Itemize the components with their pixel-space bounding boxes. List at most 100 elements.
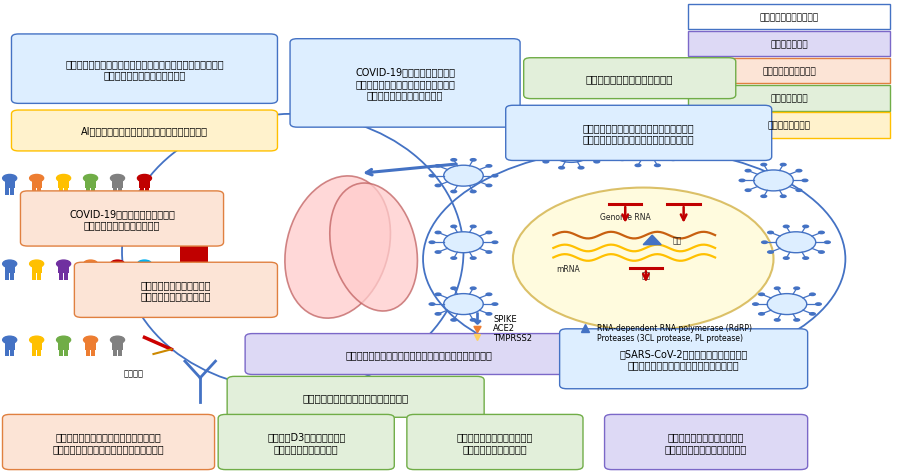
Circle shape [470, 159, 477, 162]
Circle shape [676, 149, 683, 152]
Text: 翻訳: 翻訳 [642, 270, 651, 279]
FancyBboxPatch shape [688, 32, 890, 57]
Circle shape [470, 257, 477, 260]
Circle shape [84, 175, 97, 182]
Circle shape [776, 232, 815, 253]
FancyBboxPatch shape [37, 274, 41, 280]
Circle shape [753, 170, 793, 191]
Circle shape [428, 174, 436, 178]
Circle shape [444, 166, 483, 187]
Circle shape [653, 132, 661, 136]
Circle shape [111, 337, 124, 344]
Circle shape [779, 195, 787, 199]
Circle shape [760, 195, 768, 199]
Ellipse shape [285, 177, 391, 318]
Circle shape [758, 293, 765, 297]
Circle shape [485, 312, 492, 316]
FancyBboxPatch shape [560, 329, 807, 389]
Circle shape [450, 159, 457, 162]
Circle shape [444, 294, 483, 315]
FancyBboxPatch shape [32, 342, 41, 350]
Text: COVID-19研究情報の整理統合
および研究に必要なバイオリソースの
データベース構築と情報発信: COVID-19研究情報の整理統合 および研究に必要なバイオリソースの データベ… [356, 67, 455, 100]
Circle shape [737, 362, 744, 366]
Circle shape [3, 337, 17, 344]
Circle shape [450, 190, 457, 194]
FancyBboxPatch shape [11, 349, 14, 357]
FancyBboxPatch shape [140, 181, 149, 188]
FancyBboxPatch shape [86, 349, 90, 357]
Circle shape [138, 260, 151, 268]
FancyBboxPatch shape [58, 188, 63, 195]
Text: mRNA: mRNA [557, 264, 580, 273]
Circle shape [470, 225, 477, 229]
FancyBboxPatch shape [196, 262, 207, 282]
FancyBboxPatch shape [218, 415, 394, 470]
Circle shape [796, 169, 803, 173]
FancyBboxPatch shape [112, 188, 117, 195]
Ellipse shape [329, 184, 418, 311]
Circle shape [634, 132, 642, 136]
Circle shape [802, 225, 809, 229]
Circle shape [779, 163, 787, 167]
Circle shape [450, 287, 457, 290]
Circle shape [653, 164, 661, 168]
Text: 抗新型コロナウイルス抗体薬剤の開発: 抗新型コロナウイルス抗体薬剤の開発 [302, 392, 409, 402]
Circle shape [111, 175, 124, 182]
FancyBboxPatch shape [58, 342, 68, 350]
Circle shape [758, 312, 765, 316]
Circle shape [760, 163, 768, 167]
Circle shape [491, 241, 499, 245]
Circle shape [809, 312, 816, 316]
Circle shape [175, 226, 213, 246]
FancyBboxPatch shape [605, 415, 807, 470]
Circle shape [613, 149, 620, 152]
Circle shape [739, 179, 745, 183]
FancyBboxPatch shape [32, 274, 36, 280]
Circle shape [809, 293, 816, 297]
Circle shape [680, 352, 688, 356]
Circle shape [599, 151, 607, 155]
Circle shape [558, 167, 565, 170]
Circle shape [814, 303, 822, 307]
Circle shape [84, 337, 97, 344]
FancyBboxPatch shape [140, 274, 144, 280]
Text: ウイルスを知る: ウイルスを知る [770, 40, 808, 49]
Circle shape [670, 158, 677, 162]
Text: SPIKE: SPIKE [493, 314, 517, 323]
Circle shape [491, 174, 499, 178]
Circle shape [634, 164, 642, 168]
Circle shape [450, 225, 457, 229]
Text: 新型コロナウイルス検出用抗体の単離と
オンサイト迅速ウイルス検出キットの開発: 新型コロナウイルス検出用抗体の単離と オンサイト迅速ウイルス検出キットの開発 [53, 431, 165, 453]
FancyBboxPatch shape [58, 181, 68, 188]
FancyBboxPatch shape [4, 181, 14, 188]
Circle shape [824, 241, 831, 245]
Circle shape [818, 231, 825, 235]
Circle shape [796, 189, 803, 193]
Text: ウイルスのライフサイクルを可視化するための技術開発: ウイルスのライフサイクルを可視化するための技術開発 [345, 349, 492, 359]
Circle shape [767, 231, 774, 235]
FancyBboxPatch shape [4, 342, 14, 350]
Circle shape [686, 343, 693, 347]
FancyBboxPatch shape [290, 40, 520, 128]
Text: ACE2: ACE2 [493, 324, 515, 333]
Circle shape [428, 241, 436, 245]
FancyBboxPatch shape [32, 267, 41, 274]
Circle shape [138, 175, 151, 182]
FancyBboxPatch shape [688, 5, 890, 30]
FancyBboxPatch shape [140, 267, 149, 274]
FancyBboxPatch shape [91, 188, 95, 195]
Text: 治療薬設計に役立つウイルスタンパク質と
治療薬候補化合物の相互作用データの公開: 治療薬設計に役立つウイルスタンパク質と 治療薬候補化合物の相互作用データの公開 [583, 123, 695, 144]
Text: 感染・発症を理解する: 感染・発症を理解する [762, 67, 816, 76]
Circle shape [793, 318, 800, 322]
Circle shape [485, 165, 492, 169]
Text: ビタミンD3アジュバントを
用いた簡易ワクチン開発: ビタミンD3アジュバントを 用いた簡易ワクチン開発 [267, 431, 346, 453]
FancyBboxPatch shape [112, 342, 122, 350]
FancyBboxPatch shape [227, 377, 484, 417]
FancyBboxPatch shape [524, 59, 736, 99]
Circle shape [57, 175, 70, 182]
FancyBboxPatch shape [181, 262, 192, 282]
Circle shape [744, 189, 752, 193]
Circle shape [793, 287, 800, 290]
Circle shape [721, 368, 728, 372]
FancyBboxPatch shape [245, 334, 592, 375]
